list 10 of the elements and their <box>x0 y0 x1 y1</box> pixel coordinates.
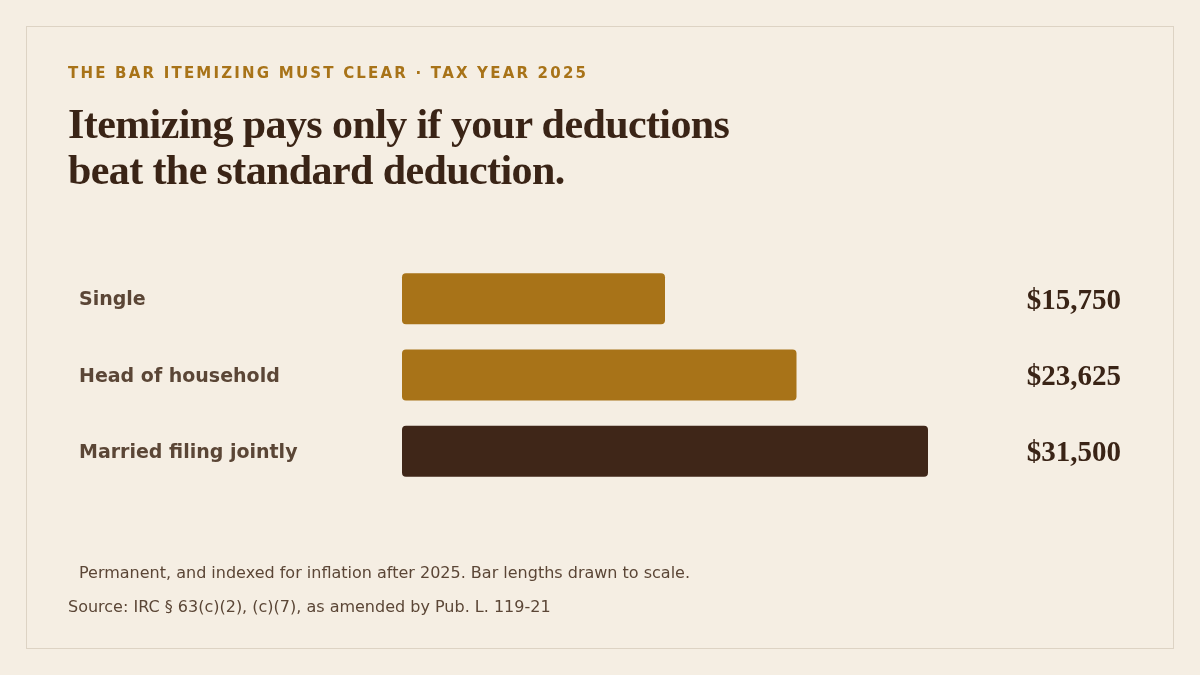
data-label: $23,625 <box>1026 359 1121 392</box>
source-note: Source: IRC § 63(c)(2), (c)(7), as amended by Pub. L. 119-21 <box>68 597 551 616</box>
data-label: $15,750 <box>1026 282 1121 315</box>
y-tick-label: Single <box>79 287 146 310</box>
y-tick-label: Head of household <box>79 363 280 386</box>
chart-title: Itemizing pays only if your deductions beat the standard deduction. <box>68 101 730 193</box>
chart-subtitle: THE BAR ITEMIZING MUST CLEAR · TAX YEAR 2025 <box>68 64 589 82</box>
data-label: $31,500 <box>1026 435 1121 468</box>
y-tick-label: Married filing jointly <box>79 439 299 462</box>
text: Permanent, and indexed for inflation after 2025. Bar lengths drawn to scale. <box>79 563 691 582</box>
